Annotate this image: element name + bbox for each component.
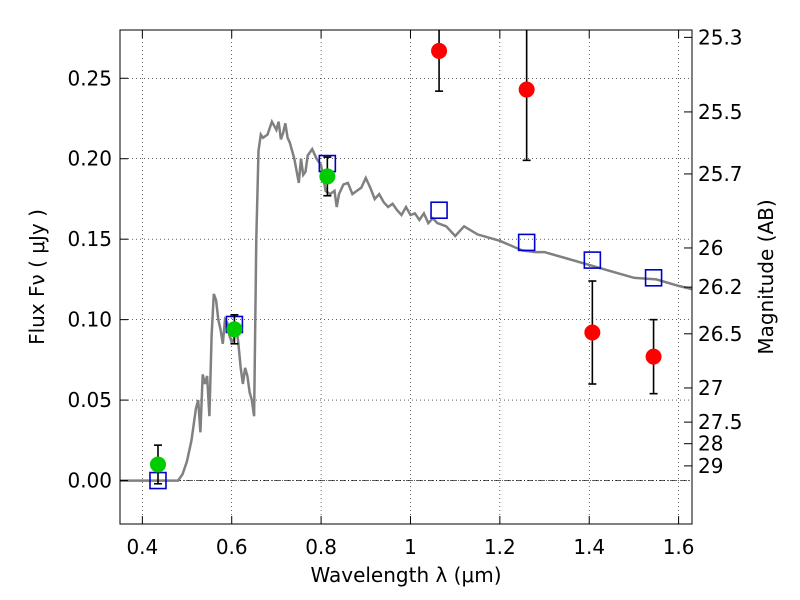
mag-tick-label: 26.5 bbox=[698, 322, 743, 346]
mag-tick-label: 26.2 bbox=[698, 275, 743, 299]
mag-tick-label: 25.5 bbox=[698, 100, 743, 124]
model-photometry-square bbox=[583, 251, 602, 269]
mag-tick-label: 25.7 bbox=[698, 162, 743, 186]
y-axis-label: Flux Fν ( μJy ) bbox=[25, 209, 49, 345]
y-tick-label: 0.00 bbox=[67, 469, 112, 493]
tick-labels: 0.4 0.6 0.8 1 1.2 1.4 1.6 0.00 0.05 0.10 0.15 0.20 0… bbox=[67, 25, 742, 559]
model-sed-curve bbox=[120, 118, 693, 482]
nondetections-point bbox=[431, 42, 448, 59]
x-tick-label: 0.8 bbox=[305, 535, 337, 559]
data-markers bbox=[149, 30, 663, 490]
x-tick-label: 0.6 bbox=[216, 535, 248, 559]
model-photometry-square bbox=[644, 269, 663, 287]
x-tick-label: 1 bbox=[404, 535, 417, 559]
mag-tick-label: 29 bbox=[698, 454, 723, 478]
axis-ticks bbox=[120, 30, 692, 524]
y2-axis-label: Magnitude (AB) bbox=[754, 199, 778, 354]
y-tick-label: 0.05 bbox=[67, 388, 112, 412]
mag-tick-label: 28 bbox=[698, 432, 723, 456]
y-tick-label: 0.25 bbox=[67, 66, 112, 90]
x-axis-label: Wavelength λ (μm) bbox=[310, 563, 501, 587]
detections-point bbox=[149, 456, 166, 473]
plot-area bbox=[120, 30, 692, 524]
mag-tick-label: 26 bbox=[698, 236, 723, 260]
x-tick-label: 1.2 bbox=[484, 535, 516, 559]
mag-tick-label: 25.3 bbox=[698, 25, 743, 49]
plot-frame bbox=[119, 29, 693, 525]
detections-point bbox=[319, 168, 336, 185]
mag-tick-label: 27 bbox=[698, 376, 723, 400]
y-tick-label: 0.15 bbox=[67, 227, 112, 251]
y-tick-label: 0.20 bbox=[67, 147, 112, 171]
nondetections-point bbox=[518, 81, 535, 98]
x-tick-label: 1.6 bbox=[663, 535, 695, 559]
model-photometry-square bbox=[430, 201, 448, 220]
x-tick-label: 1.4 bbox=[573, 535, 605, 559]
model-photometry-square bbox=[517, 233, 536, 252]
x-tick-label: 0.4 bbox=[126, 535, 158, 559]
mag-tick-label: 27.5 bbox=[698, 410, 743, 434]
nondetections-point bbox=[584, 324, 601, 341]
y-tick-label: 0.10 bbox=[67, 308, 112, 332]
detections-point bbox=[226, 321, 243, 338]
nondetections-point bbox=[645, 348, 662, 365]
